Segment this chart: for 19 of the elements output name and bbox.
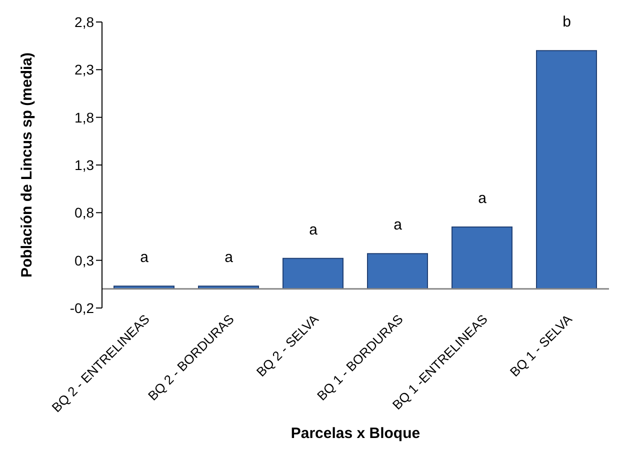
- bar: [367, 253, 428, 290]
- x-axis-title: Parcelas x Bloque: [290, 425, 420, 442]
- annotation: a: [478, 190, 488, 207]
- bar: [282, 258, 344, 290]
- y-axis-title: Población de Lincus sp (media): [18, 52, 36, 278]
- y-tick-label: 1,8: [74, 109, 94, 126]
- annotation: a: [394, 216, 403, 234]
- y-tick-label: 2,8: [74, 14, 94, 30]
- y-tick-label: 1,3: [74, 156, 94, 173]
- y-tick-label: 2,3: [74, 62, 94, 78]
- y-tick-label: 0,3: [74, 252, 94, 268]
- y-tick-label: -0,2: [70, 300, 94, 316]
- annotation: a: [140, 249, 150, 266]
- bar: [536, 50, 597, 290]
- y-tick-label: 0,8: [74, 204, 94, 221]
- annotation: b: [562, 14, 571, 31]
- bar: [452, 226, 512, 290]
- annotation: a: [309, 221, 318, 238]
- annotation: a: [224, 249, 234, 266]
